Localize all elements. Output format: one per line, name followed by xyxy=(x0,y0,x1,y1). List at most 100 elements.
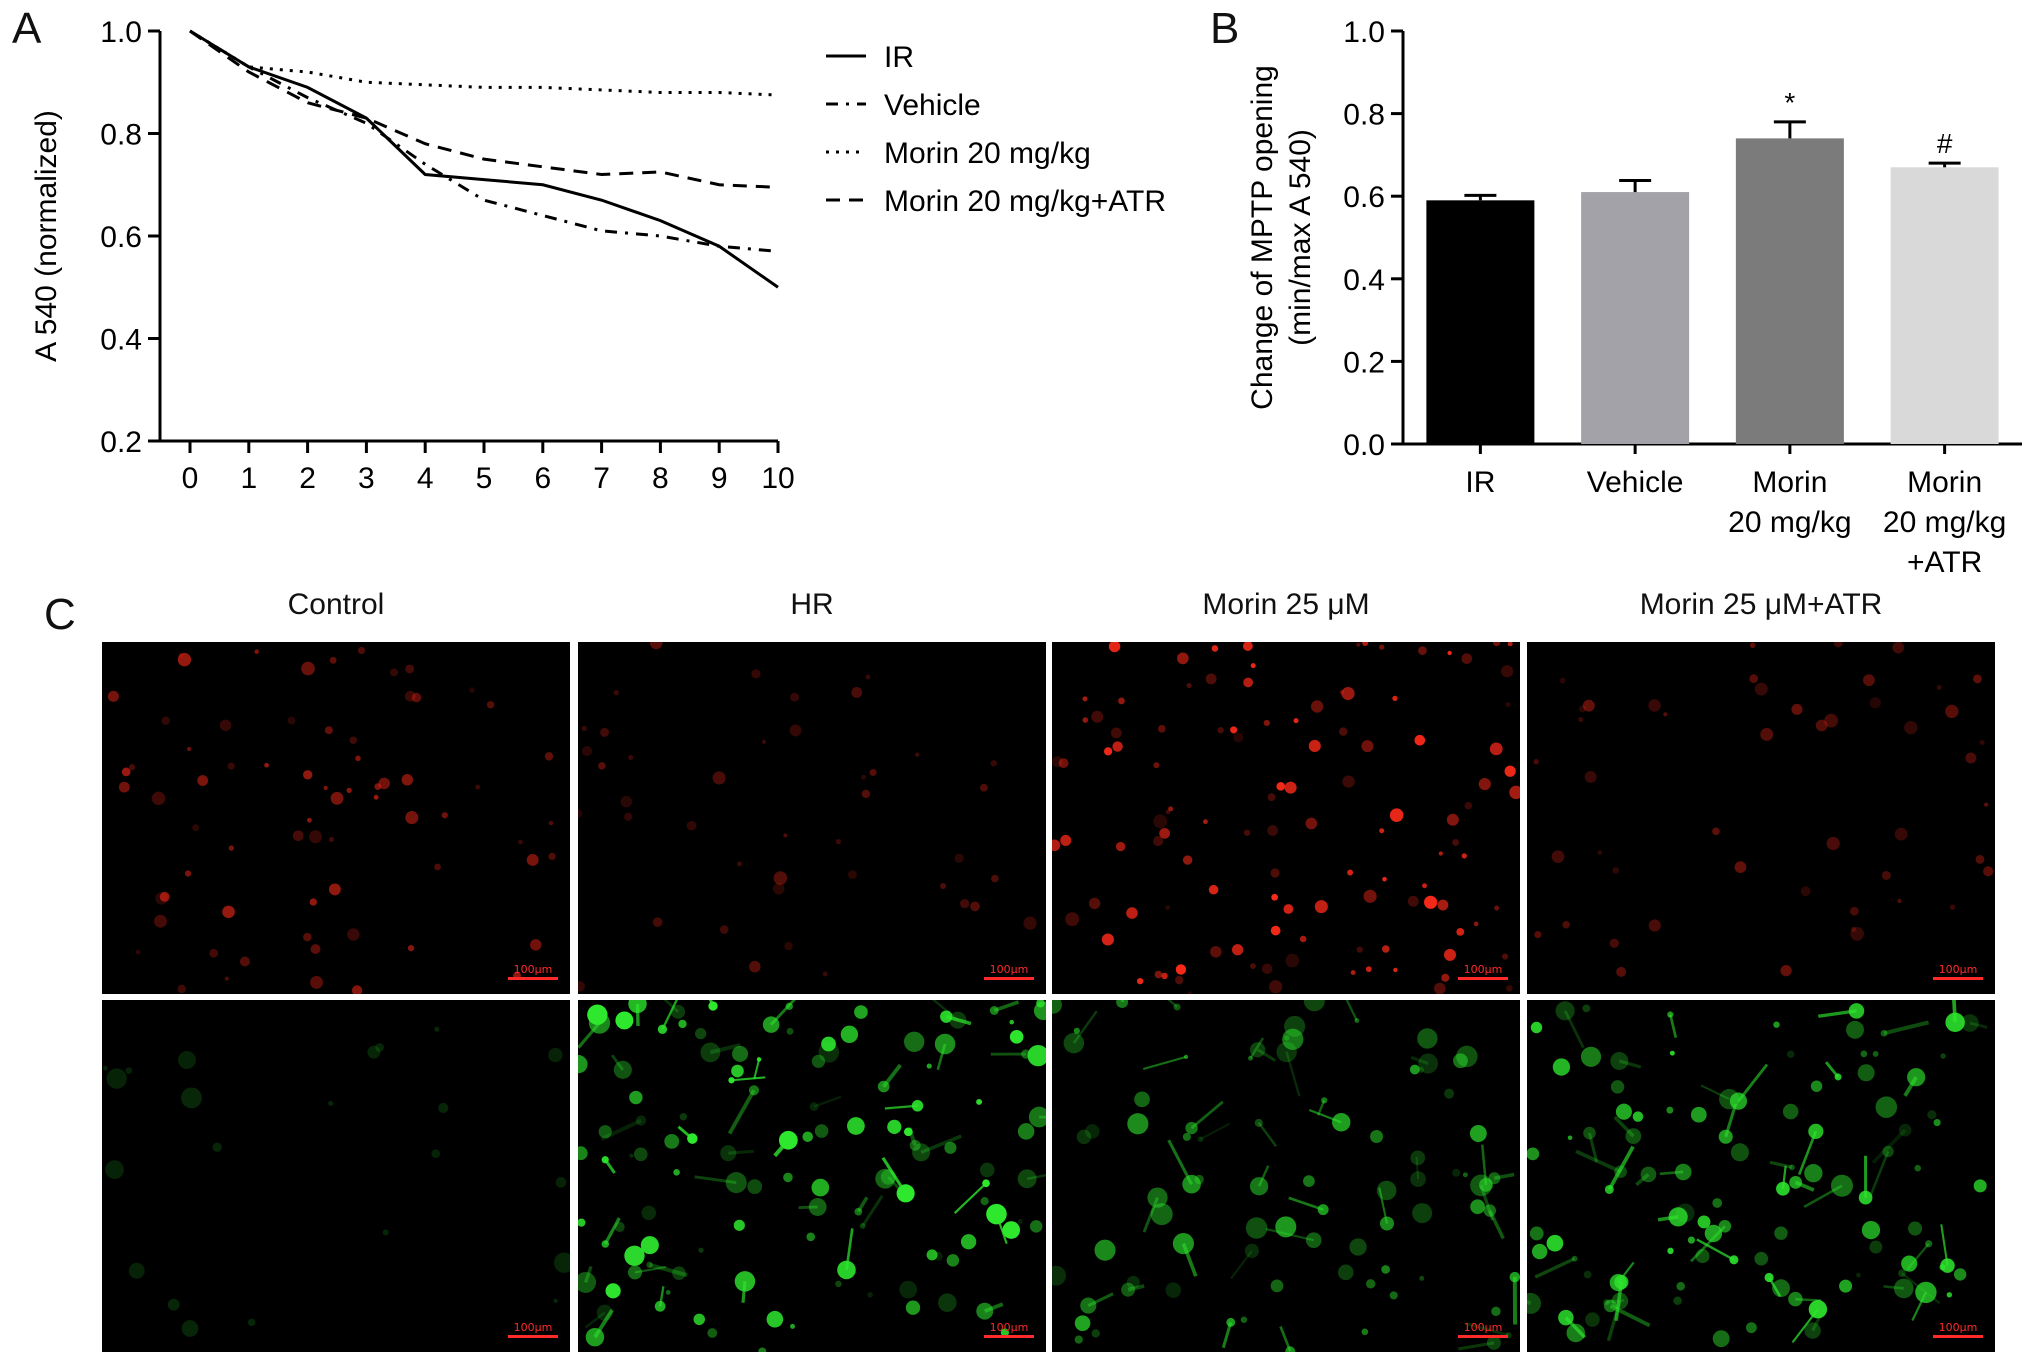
cell-spot xyxy=(1861,1220,1881,1240)
cell-process xyxy=(1488,1209,1505,1240)
cell-spot xyxy=(1108,642,1121,653)
cell-spot xyxy=(151,791,166,806)
cell-spot xyxy=(1254,1118,1263,1127)
cell-spot xyxy=(809,1102,819,1111)
cell-spot xyxy=(1566,1323,1585,1343)
cell-spot xyxy=(1788,1291,1803,1307)
cell-spot xyxy=(1382,876,1387,882)
micrograph-cells xyxy=(578,642,1037,992)
cell-process xyxy=(604,1158,616,1174)
cell-spot xyxy=(1730,1143,1749,1162)
cell-process xyxy=(770,1000,796,1026)
cell-spot xyxy=(940,882,947,889)
cell-spot xyxy=(1527,1147,1540,1161)
cell-spot xyxy=(405,664,415,674)
cell-spot xyxy=(707,1328,718,1338)
cell-spot xyxy=(307,817,312,823)
cell-spot xyxy=(1898,1269,1906,1278)
cell-process xyxy=(1563,1010,1585,1049)
cell-spot xyxy=(615,1011,634,1030)
cell-spot xyxy=(438,1102,449,1114)
cell-spot xyxy=(209,948,219,958)
cell-spot xyxy=(1648,919,1661,932)
cell-process xyxy=(1659,1170,1684,1176)
significance-mark-2: * xyxy=(1784,87,1795,118)
micrograph-tile-red: 100μm xyxy=(1052,642,1520,994)
cell-spot xyxy=(1846,1020,1864,1039)
cell-spot xyxy=(1073,1027,1080,1034)
cell-spot xyxy=(773,871,788,885)
cell-spot xyxy=(407,944,415,952)
cell-spot xyxy=(1339,727,1348,736)
scale-bar: 100μm xyxy=(984,1321,1034,1338)
cell-spot xyxy=(1872,1051,1879,1057)
cell-spot xyxy=(548,820,554,826)
scale-bar-line xyxy=(984,977,1034,980)
cell-process xyxy=(1279,1326,1292,1352)
cell-spot xyxy=(1973,674,1982,684)
micrograph-cells xyxy=(1052,642,1520,994)
cell-spot xyxy=(1000,1328,1009,1337)
cell-spot xyxy=(1690,1106,1707,1123)
cell-spot xyxy=(1830,1174,1853,1197)
cell-process xyxy=(920,1134,962,1154)
cell-spot xyxy=(854,1207,863,1216)
cell-spot xyxy=(720,1145,737,1162)
cell-process xyxy=(1940,1224,1949,1266)
cell-spot xyxy=(121,767,131,777)
cell-spot xyxy=(976,1302,994,1320)
cell-spot xyxy=(1500,665,1514,678)
micrograph-tile-red: 100μm xyxy=(578,642,1046,994)
cell-spot xyxy=(1597,850,1603,856)
cell-spot xyxy=(1150,1203,1173,1226)
cell-spot xyxy=(1667,1247,1674,1255)
cell-spot xyxy=(980,783,988,792)
cell-spot xyxy=(1017,1169,1037,1189)
cell-process xyxy=(708,1000,715,1007)
cell-process xyxy=(727,1089,756,1135)
cell-spot xyxy=(1488,1172,1501,1185)
cell-process xyxy=(1969,1021,1988,1029)
cell-spot xyxy=(1826,836,1840,851)
scale-bar-label: 100μm xyxy=(989,1321,1029,1334)
cell-process xyxy=(1811,1309,1825,1332)
micrograph-cells xyxy=(103,1026,570,1337)
cell-spot xyxy=(790,692,799,702)
cell-spot xyxy=(1559,677,1566,684)
cell-spot xyxy=(1074,1315,1091,1331)
cell-spot xyxy=(1979,739,1985,746)
cell-spot xyxy=(1126,907,1138,919)
cell-spot xyxy=(847,870,857,880)
cell-spot xyxy=(1984,802,1989,807)
cell-spot xyxy=(1116,1000,1129,1008)
cell-spot xyxy=(323,785,328,791)
cell-process xyxy=(663,1000,679,1013)
cell-spot xyxy=(865,674,871,680)
cell-spot xyxy=(1029,1220,1043,1233)
cell-spot xyxy=(938,1293,957,1312)
cell-spot xyxy=(1153,762,1160,769)
x-tick-label: 10 xyxy=(761,462,794,495)
cell-spot xyxy=(1410,1150,1426,1166)
cell-spot xyxy=(976,1098,983,1105)
cell-spot xyxy=(1612,867,1619,874)
cell-process xyxy=(773,1138,790,1158)
cell-spot xyxy=(1804,1164,1823,1183)
cell-process xyxy=(649,1262,688,1278)
cell-spot xyxy=(1869,1240,1883,1254)
cell-spot xyxy=(1094,1239,1116,1261)
cell-spot xyxy=(887,1119,902,1134)
cell-spot xyxy=(899,1280,918,1299)
scale-bar: 100μm xyxy=(1458,963,1508,980)
cell-spot xyxy=(1091,710,1104,723)
scale-bar-label: 100μm xyxy=(1938,1321,1978,1334)
cell-spot xyxy=(686,820,697,831)
cell-spot xyxy=(1243,677,1254,688)
cell-process xyxy=(1127,1284,1145,1292)
cell-spot xyxy=(1456,927,1465,936)
cell-process xyxy=(861,1195,884,1227)
cell-process xyxy=(1230,1250,1253,1280)
cell-spot xyxy=(1165,809,1171,815)
cell-spot xyxy=(1939,1264,1946,1271)
cell-spot xyxy=(1063,1032,1085,1054)
